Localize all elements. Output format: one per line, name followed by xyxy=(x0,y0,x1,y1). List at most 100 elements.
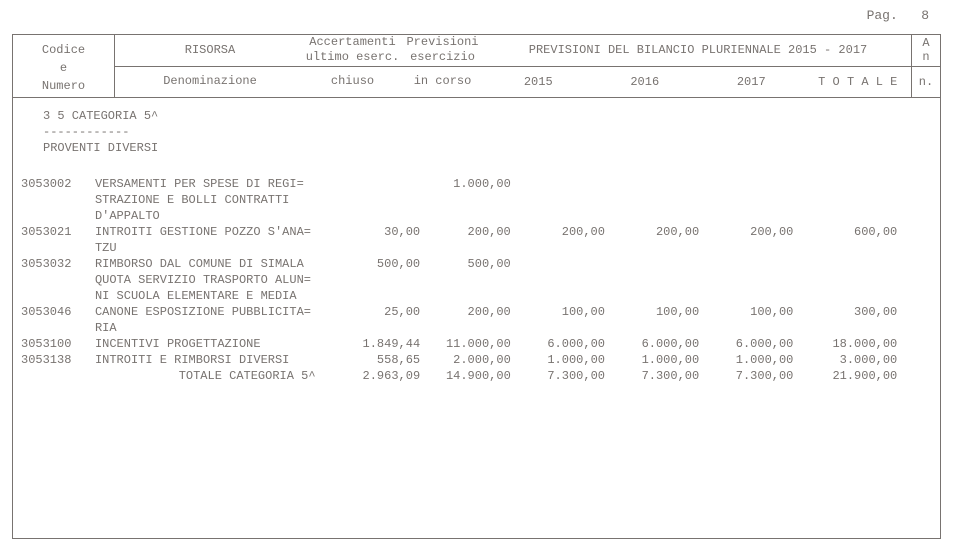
cell-label: TZU xyxy=(91,240,326,256)
cell-code xyxy=(13,320,91,336)
cell-label: VERSAMENTI PER SPESE DI REGI= xyxy=(91,176,326,192)
cell-2015: 200,00 xyxy=(515,224,609,240)
cell-A xyxy=(907,336,940,352)
cell-label: D'APPALTO xyxy=(91,208,326,224)
cell-label: INTROITI GESTIONE POZZO S'ANA= xyxy=(91,224,326,240)
cell-tot xyxy=(797,208,907,224)
cell-2015 xyxy=(515,192,609,208)
page-number-value: 8 xyxy=(921,8,929,23)
cell-A xyxy=(907,288,940,304)
cell-2016 xyxy=(609,288,703,304)
cell-2016: 200,00 xyxy=(609,224,703,240)
total-2015: 7.300,00 xyxy=(515,368,609,384)
header-2017: 2017 xyxy=(698,67,805,98)
cell-label: RIA xyxy=(91,320,326,336)
cell-A xyxy=(907,368,940,384)
section-text: ------------ xyxy=(13,124,940,140)
cell-2016 xyxy=(609,192,703,208)
cell-code: 3053032 xyxy=(13,256,91,272)
header-top-row: RISORSA Accertamenti ultimo eserc. Previ… xyxy=(115,35,940,66)
cell-code xyxy=(13,288,91,304)
header-codice-line1: Codice xyxy=(13,41,114,59)
total-accert: 2.963,09 xyxy=(326,368,425,384)
cell-accert xyxy=(326,320,425,336)
cell-code: 3053046 xyxy=(13,304,91,320)
section-row: 3 5 CATEGORIA 5^ xyxy=(13,108,940,124)
cell-2015 xyxy=(515,208,609,224)
total-tot: 21.900,00 xyxy=(797,368,907,384)
table-row: STRAZIONE E BOLLI CONTRATTI xyxy=(13,192,940,208)
data-table: 3 5 CATEGORIA 5^------------PROVENTI DIV… xyxy=(13,108,940,384)
header-denominazione: Denominazione xyxy=(115,67,305,98)
table-row: 3053021INTROITI GESTIONE POZZO S'ANA=30,… xyxy=(13,224,940,240)
cell-2017 xyxy=(703,192,797,208)
table-body: 3 5 CATEGORIA 5^------------PROVENTI DIV… xyxy=(12,98,941,539)
cell-2016: 1.000,00 xyxy=(609,352,703,368)
cell-2016 xyxy=(609,176,703,192)
cell-accert: 500,00 xyxy=(326,256,425,272)
cell-2015: 6.000,00 xyxy=(515,336,609,352)
header-accertamenti-top: Accertamenti ultimo eserc. xyxy=(305,35,400,66)
header-2016: 2016 xyxy=(592,67,699,98)
cell-code xyxy=(13,208,91,224)
header-previsioni-l2: esercizio xyxy=(400,50,485,65)
cell-tot xyxy=(797,192,907,208)
table-row: D'APPALTO xyxy=(13,208,940,224)
header-accertamenti-l1: Accertamenti xyxy=(305,35,400,50)
cell-accert xyxy=(326,288,425,304)
cell-2017 xyxy=(703,176,797,192)
section-row: PROVENTI DIVERSI xyxy=(13,140,940,156)
cell-prev: 200,00 xyxy=(424,304,515,320)
cell-accert xyxy=(326,192,425,208)
cell-2015 xyxy=(515,288,609,304)
cell-2016 xyxy=(609,272,703,288)
header-previsioni-bottom: in corso xyxy=(400,67,485,98)
table-row: QUOTA SERVIZIO TRASPORTO ALUN= xyxy=(13,272,940,288)
table-header: Codice e Numero RISORSA Accertamenti ult… xyxy=(12,34,941,98)
cell-2017: 100,00 xyxy=(703,304,797,320)
cell-2015: 1.000,00 xyxy=(515,352,609,368)
header-codice-line3: Numero xyxy=(13,77,114,95)
cell-code xyxy=(13,192,91,208)
cell-prev: 200,00 xyxy=(424,224,515,240)
total-row: TOTALE CATEGORIA 5^2.963,0914.900,007.30… xyxy=(13,368,940,384)
cell-A xyxy=(907,176,940,192)
cell-code xyxy=(13,240,91,256)
cell-tot xyxy=(797,256,907,272)
header-previsioni-top: Previsioni esercizio xyxy=(400,35,485,66)
cell-code: 3053138 xyxy=(13,352,91,368)
cell-2017: 6.000,00 xyxy=(703,336,797,352)
cell-2016: 6.000,00 xyxy=(609,336,703,352)
header-A: A n xyxy=(911,35,940,66)
cell-prev xyxy=(424,288,515,304)
cell-accert: 1.849,44 xyxy=(326,336,425,352)
cell-2017 xyxy=(703,256,797,272)
page: Pag. 8 Codice e Numero RISORSA Accertame… xyxy=(0,0,959,552)
header-codice: Codice e Numero xyxy=(12,34,115,98)
cell-2017 xyxy=(703,288,797,304)
cell-accert: 25,00 xyxy=(326,304,425,320)
cell-A xyxy=(907,256,940,272)
header-right: RISORSA Accertamenti ultimo eserc. Previ… xyxy=(115,34,941,98)
cell-accert xyxy=(326,176,425,192)
table-row: 3053002VERSAMENTI PER SPESE DI REGI=1.00… xyxy=(13,176,940,192)
cell-accert xyxy=(326,272,425,288)
cell-label: INTROITI E RIMBORSI DIVERSI xyxy=(91,352,326,368)
cell-label: QUOTA SERVIZIO TRASPORTO ALUN= xyxy=(91,272,326,288)
header-A-l1: A xyxy=(922,36,929,50)
table-row: 3053046CANONE ESPOSIZIONE PUBBLICITA=25,… xyxy=(13,304,940,320)
header-totale: T O T A L E xyxy=(805,67,912,98)
cell-prev xyxy=(424,320,515,336)
total-label: TOTALE CATEGORIA 5^ xyxy=(91,368,326,384)
cell-2015 xyxy=(515,272,609,288)
cell-2015 xyxy=(515,256,609,272)
table-row: 3053138INTROITI E RIMBORSI DIVERSI558,65… xyxy=(13,352,940,368)
cell-2015 xyxy=(515,176,609,192)
cell-2017: 200,00 xyxy=(703,224,797,240)
cell-2017 xyxy=(703,272,797,288)
header-accertamenti-bottom: chiuso xyxy=(305,67,400,98)
spacer xyxy=(13,156,940,176)
cell-code xyxy=(13,368,91,384)
cell-prev xyxy=(424,208,515,224)
cell-2016 xyxy=(609,208,703,224)
